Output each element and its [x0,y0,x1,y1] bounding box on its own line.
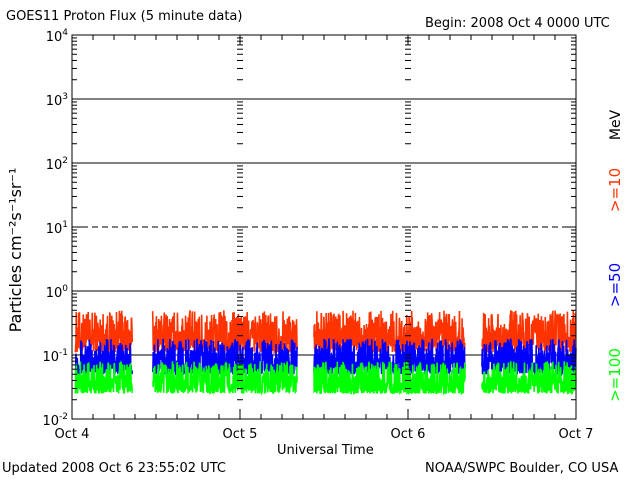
y-axis-title-text: Particles cm⁻²s⁻¹sr⁻¹ [6,168,25,333]
x-tick-label: Oct 5 [223,427,258,442]
y-tick-label: 10-2 [42,412,68,429]
series-line-1 [74,337,577,377]
x-axis-title: Universal Time [277,443,374,458]
chart-title: GOES11 Proton Flux (5 minute data) [6,9,243,24]
x-tick-label: Oct 4 [55,427,90,442]
x-tick-label: Oct 7 [559,427,594,442]
footer-updated: Updated 2008 Oct 6 23:55:02 UTC [2,461,226,476]
y-tick-label: 104 [46,28,69,45]
y-axis-title: Particles cm⁻²s⁻¹sr⁻¹ [6,168,25,333]
x-tick-label: Oct 6 [391,427,426,442]
series-line-0 [74,310,577,356]
y-tick-label: 102 [46,156,68,173]
begin-time-label: Begin: 2008 Oct 4 0000 UTC [425,16,610,31]
y-tick-label: 101 [46,220,68,237]
y-tick-label: 103 [46,92,68,109]
legend-unit: MeV [608,109,624,140]
series-line-2 [74,360,577,396]
y-tick-label: 10-1 [42,348,68,365]
y-tick-label: 100 [46,284,69,301]
legend-label-2: >=100 [606,348,624,402]
legend-label-0: >=10 [606,168,624,212]
legend-label-1: >=50 [606,263,624,307]
footer-source: NOAA/SWPC Boulder, CO USA [425,461,619,476]
